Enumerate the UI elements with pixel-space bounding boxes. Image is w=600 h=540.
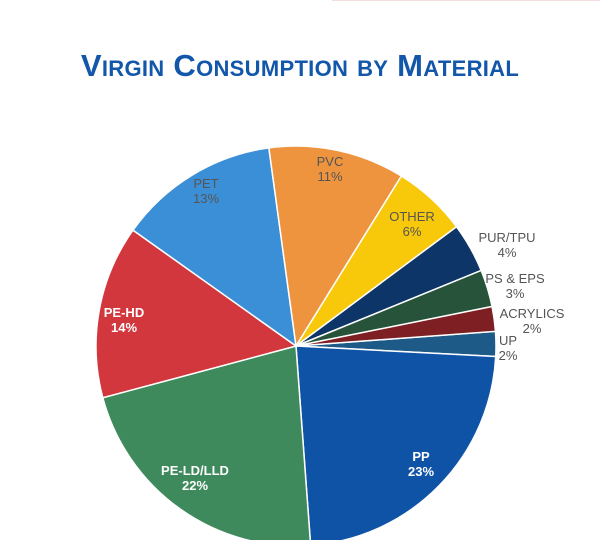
slice-value-label: 11% xyxy=(317,169,342,184)
pie-slice-pvc xyxy=(268,145,403,349)
slice-label: PET xyxy=(193,176,218,191)
slice-label: PS & EPS xyxy=(485,271,545,286)
slice-value-label: 23% xyxy=(408,464,434,479)
chart-title: Virgin Consumption by Material xyxy=(80,48,520,83)
pie-slice-pet xyxy=(131,147,297,348)
slice-label: UP xyxy=(499,333,517,348)
slice-value-label: 22% xyxy=(182,478,208,493)
slice-value-label: 6% xyxy=(403,224,422,239)
top-divider xyxy=(332,0,600,1)
slice-label: PUR/TPU xyxy=(478,230,535,245)
pie-slice-acrylics xyxy=(295,305,497,347)
slice-value-label: 2% xyxy=(499,348,518,363)
slice-value-label: 13% xyxy=(193,191,219,206)
slice-value-label: 4% xyxy=(498,245,517,260)
slice-label: PP xyxy=(412,449,430,464)
pie-slice-pp xyxy=(295,345,497,540)
slice-value-label: 2% xyxy=(523,321,542,336)
pie-slice-pe-ld-lld xyxy=(101,345,311,540)
slice-label: PE-LD/LLD xyxy=(161,463,229,478)
slice-label: PE-HD xyxy=(104,305,144,320)
pie-slice-pe-hd xyxy=(95,229,298,399)
slice-label: PVC xyxy=(317,154,344,169)
slice-value-label: 14% xyxy=(111,320,137,335)
slice-value-label: 3% xyxy=(506,286,525,301)
slice-label: ACRYLICS xyxy=(500,306,565,321)
slice-label: OTHER xyxy=(389,209,435,224)
